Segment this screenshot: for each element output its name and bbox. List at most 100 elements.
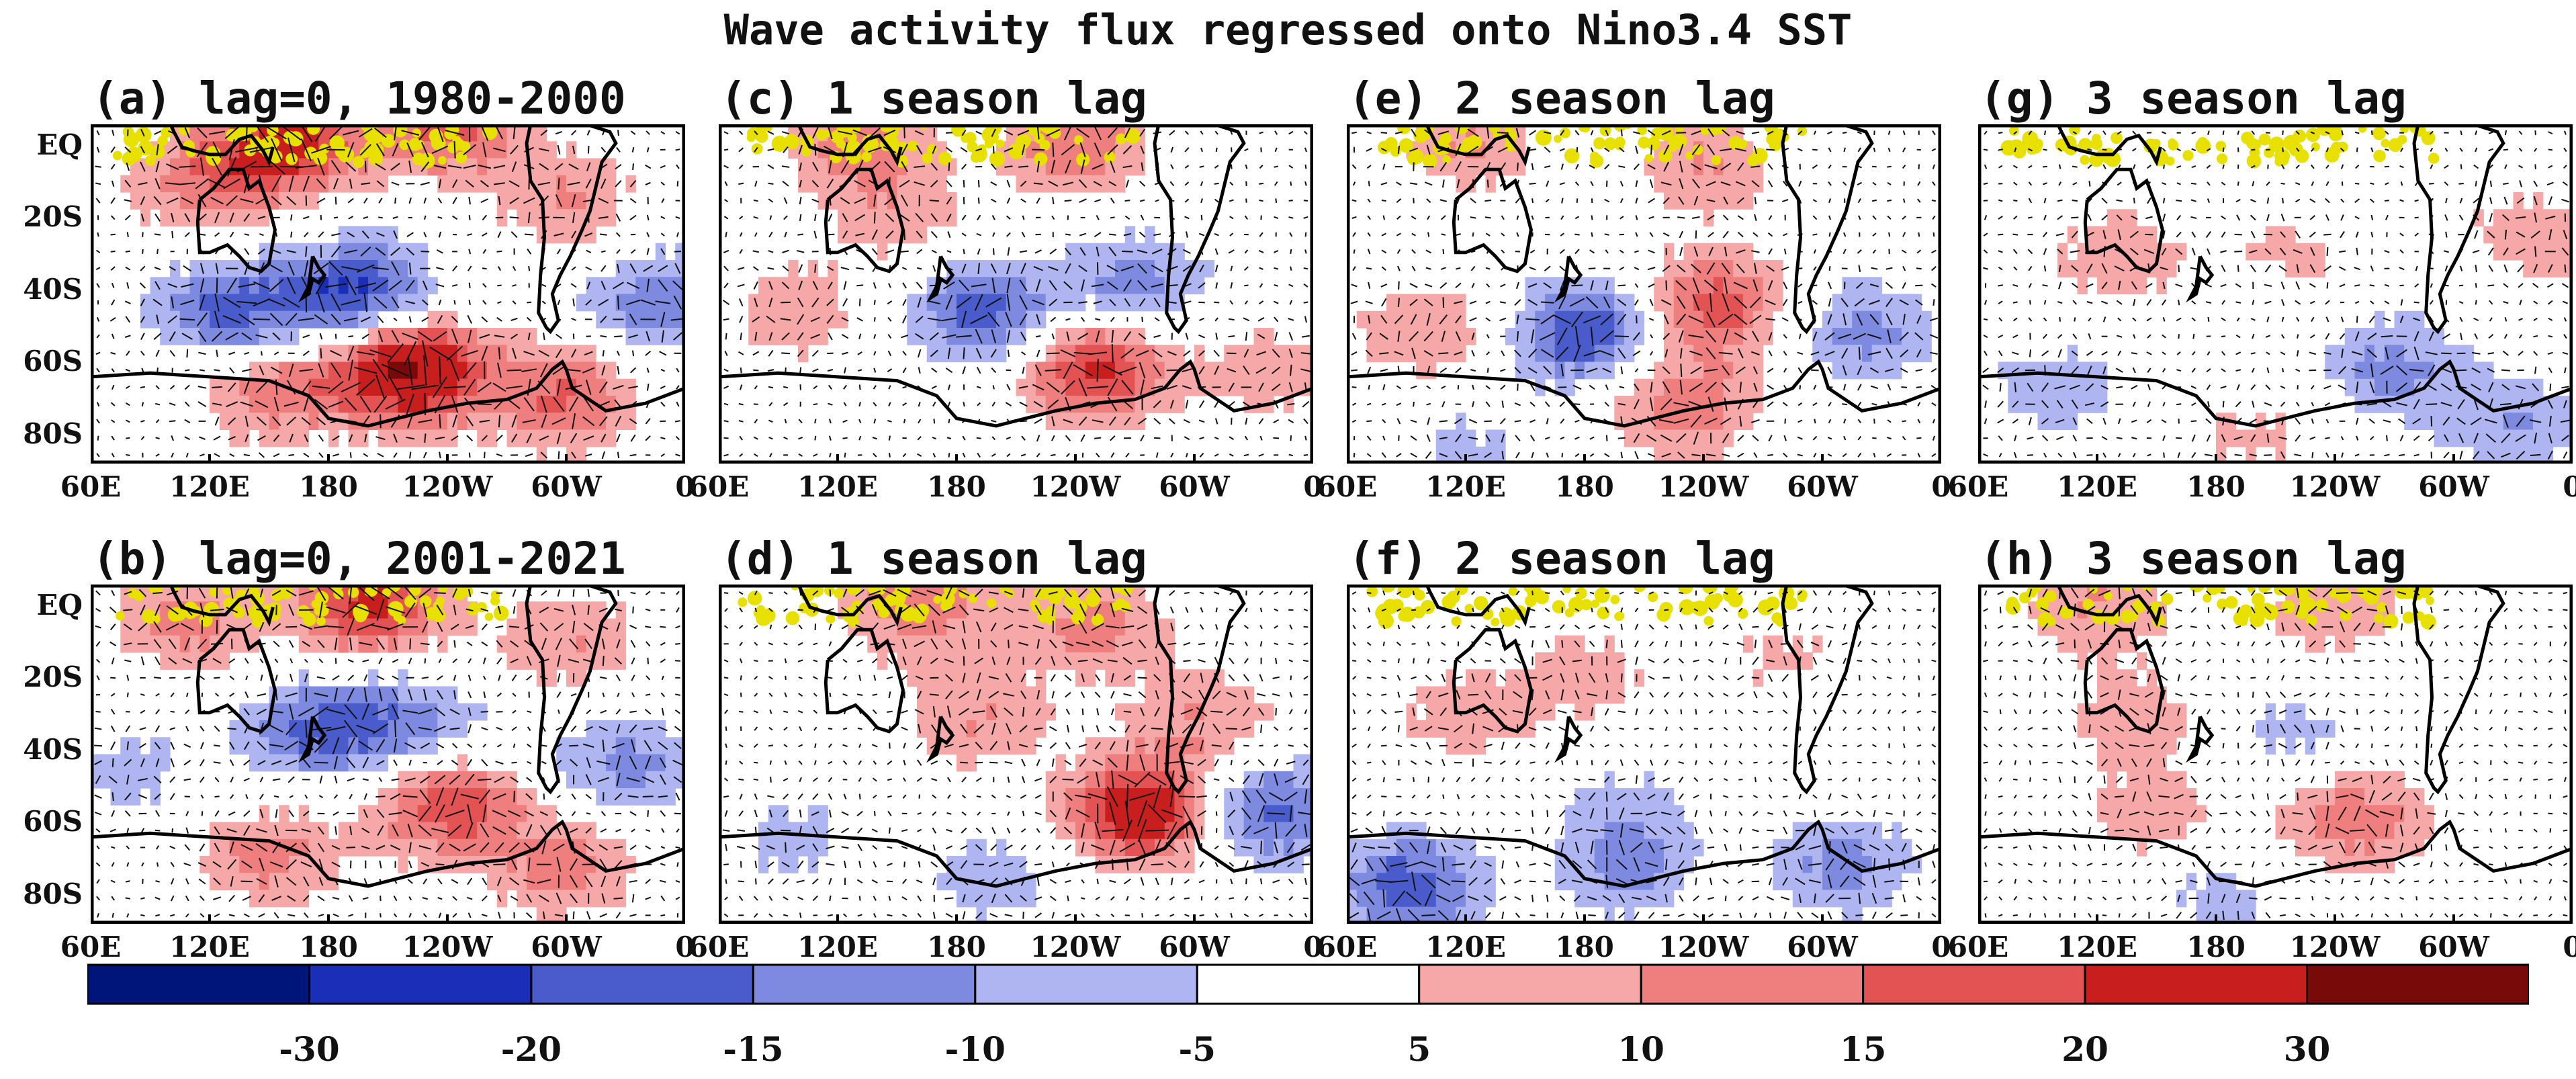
shading-cell xyxy=(576,175,587,193)
shading-cell xyxy=(199,585,210,602)
shading-cell xyxy=(447,361,458,380)
shading-cell xyxy=(239,328,250,345)
flux-arrow xyxy=(675,216,680,219)
shading-cell xyxy=(1055,260,1066,277)
shading-cell xyxy=(1135,720,1145,738)
shading-cell xyxy=(1006,310,1017,329)
flux-arrow xyxy=(987,312,1000,327)
flux-arrow xyxy=(754,232,758,237)
flux-arrow xyxy=(498,912,501,919)
shading-cell xyxy=(1194,686,1205,704)
flux-arrow xyxy=(318,859,324,871)
shading-cell xyxy=(496,413,508,431)
flux-arrow xyxy=(586,162,591,171)
shading-cell xyxy=(308,175,319,193)
flux-arrow xyxy=(842,437,848,439)
shading-cell xyxy=(1184,686,1195,704)
flux-arrow xyxy=(1051,416,1055,427)
x-tick-label: 120W xyxy=(1030,470,1121,503)
flux-arrow xyxy=(527,743,532,748)
shading-cell xyxy=(259,838,270,857)
flux-arrow xyxy=(154,829,161,832)
flux-arrow xyxy=(467,759,473,767)
shading-cell xyxy=(1124,737,1136,755)
flux-arrow xyxy=(539,148,549,152)
flux-arrow xyxy=(424,215,427,220)
coastline xyxy=(91,359,685,428)
shading-cell xyxy=(907,294,918,312)
flux-arrow xyxy=(645,625,652,628)
flux-arrow xyxy=(316,198,326,204)
flux-arrow xyxy=(435,842,445,853)
significance-dot xyxy=(861,151,872,163)
flux-arrow xyxy=(255,381,268,394)
flux-arrow xyxy=(509,216,519,219)
flux-arrow xyxy=(1274,181,1278,186)
shading-cell xyxy=(646,328,656,345)
flux-arrow xyxy=(798,453,803,457)
flux-arrow xyxy=(348,895,353,902)
flux-arrow xyxy=(228,417,236,425)
flux-arrow xyxy=(96,130,100,136)
map-frame xyxy=(91,585,685,924)
flux-arrow xyxy=(615,674,621,681)
flux-arrow xyxy=(555,638,563,650)
flux-arrow xyxy=(584,351,593,356)
shading-cell xyxy=(417,361,429,380)
flux-arrow xyxy=(629,710,637,714)
shading-cell xyxy=(447,328,458,345)
shading-cell xyxy=(576,446,587,464)
shading-cell xyxy=(308,754,319,772)
flux-arrow xyxy=(646,383,650,391)
flux-arrow xyxy=(447,824,462,837)
flux-arrow xyxy=(1198,334,1206,339)
flux-arrow xyxy=(723,368,729,372)
shading-cell xyxy=(1145,856,1155,873)
shading-cell xyxy=(1283,822,1294,840)
shading-cell xyxy=(427,310,438,329)
flux-arrow xyxy=(628,334,638,339)
significance-dot xyxy=(912,608,927,623)
flux-arrow xyxy=(990,349,997,358)
flux-arrow xyxy=(523,396,535,412)
shading-cell xyxy=(1234,378,1245,396)
flux-arrow xyxy=(363,292,368,312)
significance-dot xyxy=(285,153,298,165)
flux-arrow xyxy=(197,638,208,650)
shading-cell xyxy=(517,413,527,431)
flux-arrow xyxy=(753,369,759,372)
shading-cell xyxy=(318,635,329,653)
flux-arrow xyxy=(422,897,429,900)
shading-cell xyxy=(527,429,537,447)
flux-arrow xyxy=(783,402,789,406)
shading-cell xyxy=(1214,720,1225,738)
flux-arrow xyxy=(482,283,487,288)
shading-cell xyxy=(170,294,181,312)
flux-arrow xyxy=(363,687,367,703)
flux-arrow xyxy=(658,726,668,732)
flux-arrow xyxy=(240,198,254,204)
flux-arrow xyxy=(1065,263,1071,274)
shading-cell xyxy=(408,277,418,295)
flux-arrow xyxy=(917,453,922,457)
flux-arrow xyxy=(344,720,358,738)
shading-cell xyxy=(907,209,918,227)
shading-cell xyxy=(566,141,577,159)
shading-cell xyxy=(1204,737,1215,755)
flux-arrow xyxy=(124,759,132,767)
shading-cell xyxy=(398,788,408,806)
shading-cell xyxy=(546,209,557,227)
flux-arrow xyxy=(844,452,846,458)
shading-cell xyxy=(120,754,131,772)
flux-arrow xyxy=(1109,298,1116,306)
flux-arrow xyxy=(390,793,401,800)
shading-cell xyxy=(1036,361,1047,380)
shading-cell xyxy=(150,635,161,653)
shading-cell xyxy=(1055,277,1066,295)
flux-arrow xyxy=(1033,400,1043,408)
flux-arrow xyxy=(341,266,361,271)
shading-cell xyxy=(1036,652,1047,670)
shading-cell xyxy=(189,585,200,602)
flux-arrow xyxy=(138,589,147,597)
flux-arrow xyxy=(558,709,560,714)
